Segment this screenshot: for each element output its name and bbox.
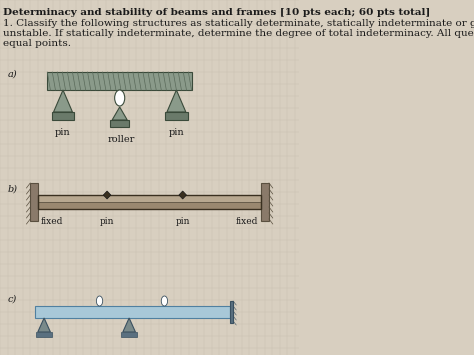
Polygon shape [103, 191, 111, 199]
Bar [110, 120, 129, 127]
Bar [36, 332, 52, 337]
Polygon shape [54, 90, 73, 112]
FancyBboxPatch shape [47, 72, 192, 90]
Circle shape [96, 296, 103, 306]
Text: roller: roller [107, 135, 135, 144]
Text: unstable. If statically indeterminate, determine the degree of total indetermina: unstable. If statically indeterminate, d… [3, 29, 474, 38]
Text: equal points.: equal points. [3, 39, 71, 48]
Bar [35, 306, 230, 318]
Text: c): c) [8, 295, 17, 304]
Bar [38, 195, 262, 209]
Bar [262, 183, 269, 221]
Text: pin: pin [100, 217, 114, 226]
Text: fixed: fixed [236, 217, 258, 226]
Polygon shape [112, 107, 127, 120]
Text: 1. Classify the following structures as statically determinate, statically indet: 1. Classify the following structures as … [3, 19, 474, 28]
Polygon shape [179, 191, 186, 199]
Text: b): b) [8, 185, 18, 194]
Text: Determinacy and stability of beams and frames [10 pts each; 60 pts total]: Determinacy and stability of beams and f… [3, 8, 430, 17]
Text: pin: pin [55, 128, 71, 137]
Bar [121, 332, 137, 337]
Bar [52, 112, 74, 120]
Bar [165, 112, 188, 120]
Bar [230, 301, 233, 323]
Bar [30, 183, 38, 221]
Bar [38, 195, 262, 202]
Polygon shape [123, 318, 136, 332]
Polygon shape [38, 318, 50, 332]
Circle shape [161, 296, 168, 306]
Text: fixed: fixed [41, 217, 64, 226]
Circle shape [115, 90, 125, 106]
Bar [38, 202, 262, 209]
Text: pin: pin [175, 217, 190, 226]
Polygon shape [167, 90, 186, 112]
Text: pin: pin [169, 128, 184, 137]
Text: a): a) [8, 70, 17, 79]
